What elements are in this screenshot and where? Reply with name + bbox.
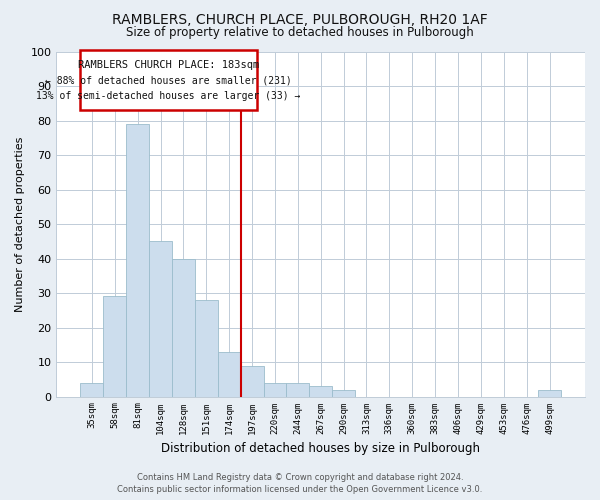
- Text: Contains HM Land Registry data © Crown copyright and database right 2024.
Contai: Contains HM Land Registry data © Crown c…: [118, 472, 482, 494]
- Bar: [309, 386, 332, 396]
- X-axis label: Distribution of detached houses by size in Pulborough: Distribution of detached houses by size …: [161, 442, 480, 455]
- Text: ← 88% of detached houses are smaller (231): ← 88% of detached houses are smaller (23…: [45, 76, 292, 86]
- Bar: [172, 258, 195, 396]
- Bar: [538, 390, 561, 396]
- Bar: [103, 296, 126, 396]
- Bar: [241, 366, 263, 396]
- Text: Size of property relative to detached houses in Pulborough: Size of property relative to detached ho…: [126, 26, 474, 39]
- Text: RAMBLERS, CHURCH PLACE, PULBOROUGH, RH20 1AF: RAMBLERS, CHURCH PLACE, PULBOROUGH, RH20…: [112, 12, 488, 26]
- Bar: [126, 124, 149, 396]
- Bar: [80, 383, 103, 396]
- Bar: [149, 242, 172, 396]
- Bar: [263, 383, 286, 396]
- Bar: [332, 390, 355, 396]
- Y-axis label: Number of detached properties: Number of detached properties: [15, 136, 25, 312]
- FancyBboxPatch shape: [80, 50, 257, 110]
- Bar: [218, 352, 241, 397]
- Bar: [195, 300, 218, 396]
- Text: 13% of semi-detached houses are larger (33) →: 13% of semi-detached houses are larger (…: [37, 91, 301, 101]
- Text: RAMBLERS CHURCH PLACE: 183sqm: RAMBLERS CHURCH PLACE: 183sqm: [78, 60, 259, 70]
- Bar: [286, 383, 309, 396]
